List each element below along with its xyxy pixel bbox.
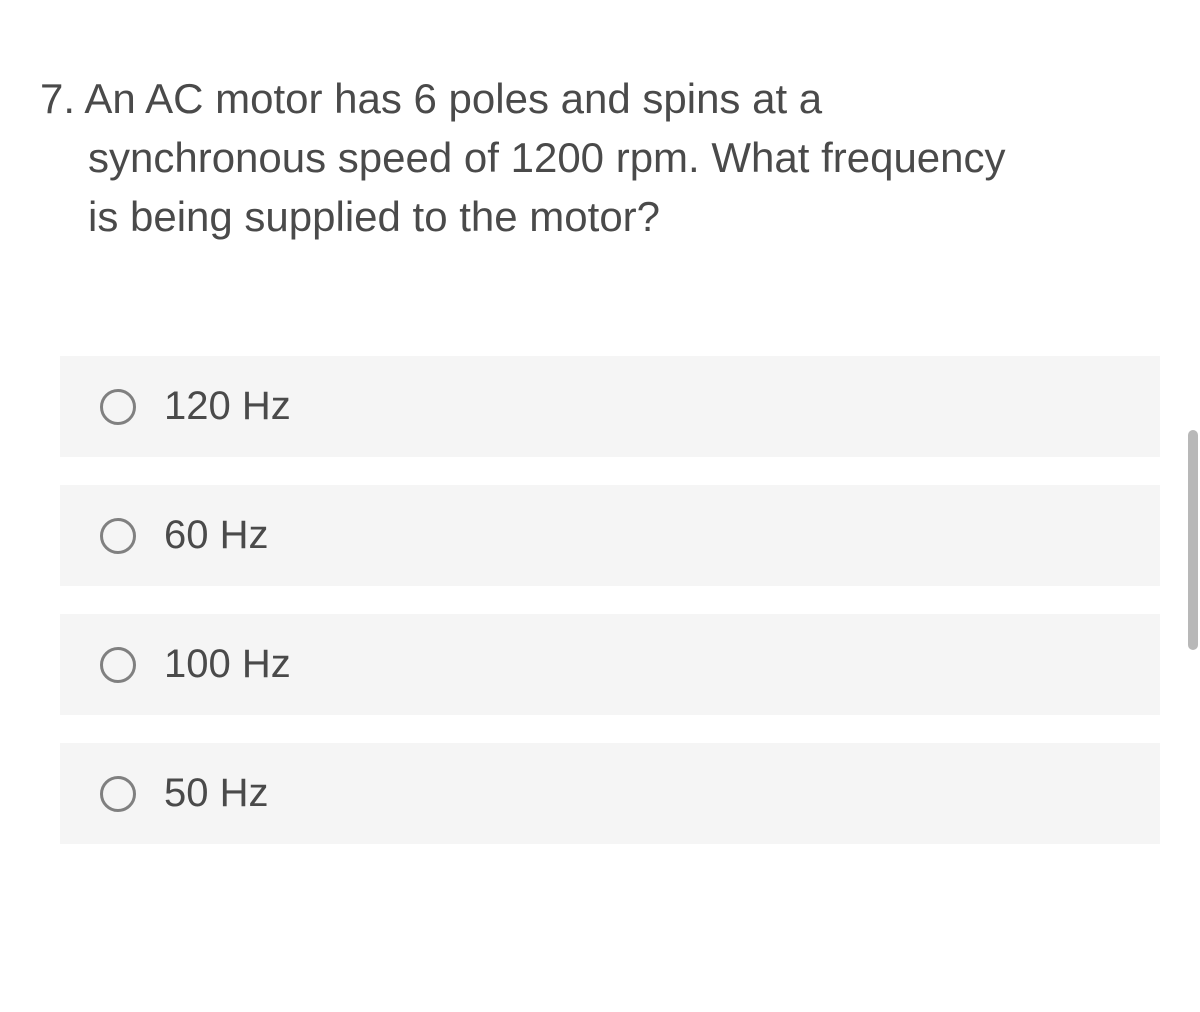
- radio-icon[interactable]: [100, 647, 136, 683]
- radio-icon[interactable]: [100, 776, 136, 812]
- option-label: 60 Hz: [164, 513, 269, 558]
- option-row-1[interactable]: 120 Hz: [60, 356, 1160, 457]
- scrollbar-thumb[interactable]: [1188, 430, 1198, 650]
- question-container: 7. An AC motor has 6 poles and spins at …: [0, 0, 1200, 884]
- question-line-1: 7. An AC motor has 6 poles and spins at …: [40, 70, 1160, 129]
- radio-icon[interactable]: [100, 389, 136, 425]
- question-line-3: is being supplied to the motor?: [40, 188, 1160, 247]
- option-label: 100 Hz: [164, 642, 291, 687]
- option-row-4[interactable]: 50 Hz: [60, 743, 1160, 844]
- option-row-3[interactable]: 100 Hz: [60, 614, 1160, 715]
- radio-icon[interactable]: [100, 518, 136, 554]
- options-list: 120 Hz 60 Hz 100 Hz 50 Hz: [40, 356, 1160, 844]
- question-line-2: synchronous speed of 1200 rpm. What freq…: [40, 129, 1160, 188]
- option-label: 120 Hz: [164, 384, 291, 429]
- option-row-2[interactable]: 60 Hz: [60, 485, 1160, 586]
- option-label: 50 Hz: [164, 771, 269, 816]
- question-text: 7. An AC motor has 6 poles and spins at …: [40, 70, 1160, 246]
